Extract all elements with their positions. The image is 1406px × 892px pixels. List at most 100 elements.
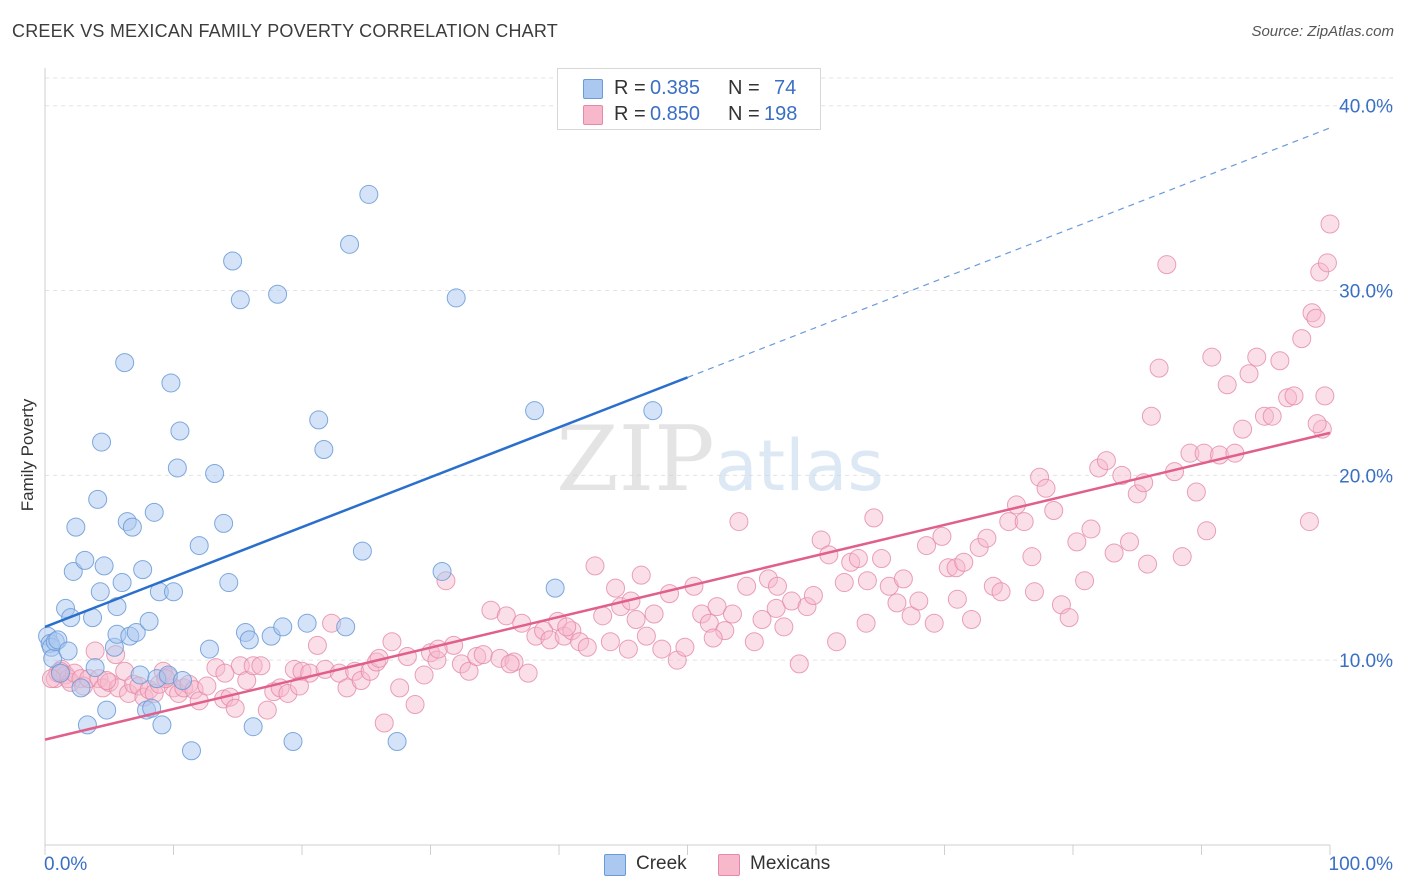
y-axis-label: Family Poverty: [18, 398, 37, 512]
creek-point-51: [219, 573, 239, 593]
chart-title: CREEK VS MEXICAN FAMILY POVERTY CORRELAT…: [12, 21, 558, 41]
mexicans-point-88: [606, 578, 626, 598]
creek-point-17: [88, 489, 108, 509]
mexicans-point-177: [1270, 351, 1290, 371]
creek-point-59: [273, 617, 293, 637]
mexicans-point-158: [1127, 484, 1147, 504]
mexicans-point-58: [382, 632, 402, 652]
mexicans-point-175: [1254, 406, 1274, 426]
mexicans-point-46: [292, 661, 312, 681]
mexicans-point-116: [811, 530, 831, 550]
legend-row-creek: R = 0.385 N = 74: [558, 75, 820, 101]
mexicans-point-128: [901, 606, 921, 626]
mexicans-point-119: [834, 573, 854, 593]
x-tick-label-max: 100.0%: [1329, 854, 1394, 875]
gridlines: [45, 77, 1395, 661]
creek-point-31: [130, 665, 150, 685]
creek-r-value: 0.385: [650, 77, 701, 99]
creek-point-39: [152, 715, 172, 735]
mexicans-point-195: [767, 576, 787, 596]
mexicans-point-15: [108, 678, 128, 698]
mexicans-point-111: [774, 617, 794, 637]
creek-point-21: [97, 700, 117, 720]
mexicans-point-127: [893, 569, 913, 589]
mexicans-point-122: [856, 613, 876, 633]
mexicans-point-178: [1278, 388, 1298, 408]
mexicans-point-141: [999, 512, 1019, 532]
mexicans-swatch: [583, 105, 603, 125]
creek-point-25: [112, 573, 132, 593]
mexicans-point-203: [215, 663, 235, 683]
mexicans-point-76: [518, 663, 538, 683]
mexicans-point-60: [397, 646, 417, 666]
mexicans-point-44: [278, 683, 298, 703]
mexicans-point-70: [473, 645, 493, 665]
mexicans-point-41: [257, 700, 277, 720]
mexicans-point-84: [577, 637, 597, 657]
creek-point-32: [133, 560, 153, 580]
mexicans-point-108: [752, 610, 772, 630]
mexicans-legend-label: Mexicans: [750, 853, 831, 874]
mexicans-point-199: [500, 654, 520, 674]
mexicans-point-190: [1197, 521, 1217, 541]
mexicans-point-87: [600, 632, 620, 652]
mexicans-point-105: [729, 512, 749, 532]
mexicans-point-118: [827, 632, 847, 652]
creek-point-58: [268, 284, 288, 304]
mexicans-point-191: [1138, 554, 1158, 574]
mexicans-point-126: [887, 593, 907, 613]
y-tick-label-1: 20.0%: [1339, 466, 1393, 487]
mexicans-point-79: [540, 630, 560, 650]
mexicans-point-71: [481, 600, 501, 620]
mexicans-point-136: [961, 610, 981, 630]
creek-point-47: [189, 536, 209, 556]
mexicans-n-value: 198: [764, 103, 798, 125]
mexicans-point-165: [1180, 443, 1200, 463]
creek-point-41: [161, 373, 181, 393]
mexicans-point-143: [1014, 512, 1034, 532]
mexicans-point-189: [1307, 414, 1327, 434]
mexicans-point-114: [797, 597, 817, 617]
creek-point-18: [90, 582, 110, 602]
creek-point-56: [243, 717, 263, 737]
mexicans-point-92: [631, 565, 651, 585]
creek-point-34: [139, 611, 159, 631]
correlation-legend: R = 0.385 N = 74 R = 0.850 N = 198: [557, 68, 821, 130]
creek-point-67: [359, 184, 379, 204]
mexicans-point-101: [699, 613, 719, 633]
mexicans-point-132: [932, 526, 952, 546]
mexicans-point-104: [722, 604, 742, 624]
mexicans-point-57: [374, 713, 394, 733]
mexicans-point-157: [1120, 532, 1140, 552]
mexicans-point-131: [924, 613, 944, 633]
mexicans-point-61: [405, 695, 425, 715]
mexicans-point-91: [626, 610, 646, 630]
mexicans-legend-swatch: [718, 854, 740, 876]
mexicans-point-106: [737, 576, 757, 596]
creek-point-36: [144, 502, 164, 522]
mexicans-point-170: [1217, 375, 1237, 395]
mexicans-point-90: [618, 639, 638, 659]
mexicans-point-194: [857, 571, 877, 591]
creek-point-23: [107, 597, 127, 617]
mexicans-point-115: [803, 585, 823, 605]
mexicans-point-182: [1302, 303, 1322, 323]
mexicans-point-59: [390, 678, 410, 698]
mexicans-point-155: [1104, 543, 1124, 563]
mexicans-point-121: [848, 549, 868, 569]
mexicans-point-94: [644, 604, 664, 624]
legend-row-mexicans: R = 0.850 N = 198: [558, 101, 820, 127]
mexicans-point-188: [1320, 214, 1340, 234]
mexicans-point-112: [782, 591, 802, 611]
mexicans-point-48: [307, 635, 327, 655]
creek-point-70: [446, 288, 466, 308]
creek-point-73: [643, 401, 663, 421]
mexicans-point-129: [909, 591, 929, 611]
creek-point-62: [309, 410, 329, 430]
mexicans-point-107: [744, 632, 764, 652]
creek-r-label: R =: [614, 77, 646, 99]
mexicans-point-154: [1096, 451, 1116, 471]
mexicans-point-135: [954, 552, 974, 572]
creek-point-11: [66, 517, 86, 537]
creek-point-60: [283, 732, 303, 752]
